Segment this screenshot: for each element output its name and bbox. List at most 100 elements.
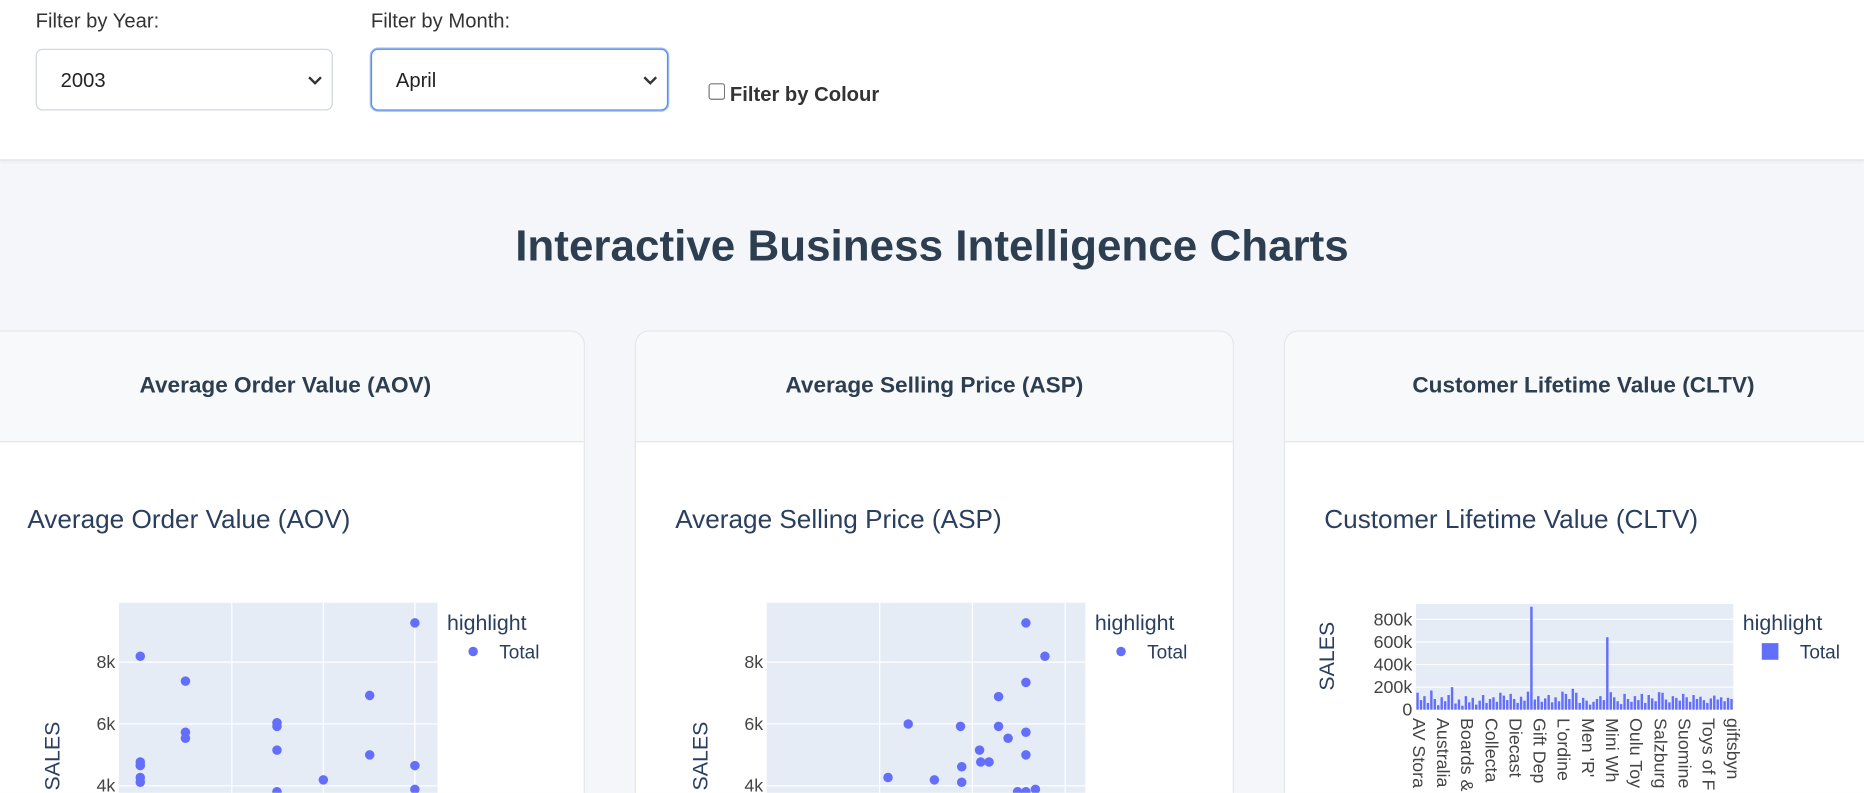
scatter-point	[956, 777, 967, 787]
x-tick-label: Australia	[1433, 718, 1453, 787]
bar	[1509, 693, 1512, 710]
y-tick-label: 8k	[96, 652, 115, 672]
bar	[1723, 701, 1726, 710]
legend-title: highlight	[1095, 611, 1175, 635]
chevron	[643, 76, 658, 85]
bar	[1550, 702, 1554, 710]
y-tick-label: 400k	[1374, 654, 1413, 674]
bar	[1475, 704, 1478, 710]
chevron	[308, 76, 322, 85]
x-tick-label: Mini Wh	[1602, 718, 1622, 782]
legend-entry: Total	[1800, 643, 1840, 664]
x-tick-label: Gift Dep	[1530, 718, 1550, 783]
bar	[1568, 698, 1571, 710]
scatter-point	[1012, 786, 1023, 793]
chart-card: Customer Lifetime Value (CLTV)	[1283, 330, 1864, 793]
bar	[1626, 698, 1630, 710]
scatter-point	[1021, 677, 1031, 688]
scatter-point	[364, 690, 375, 701]
scatter-point	[1030, 784, 1041, 793]
bar	[1630, 701, 1633, 710]
bar	[1519, 696, 1523, 710]
bar	[1606, 637, 1609, 710]
card-header: Average Order Value (AOV)	[0, 331, 584, 443]
bar	[1416, 692, 1419, 710]
bar	[1554, 697, 1557, 710]
bar	[1581, 697, 1585, 710]
bar	[1506, 700, 1509, 710]
bar	[1443, 701, 1447, 710]
bar	[1661, 692, 1664, 710]
x-tick-label: Oulu Toy	[1626, 718, 1646, 788]
plot-area	[1415, 603, 1734, 710]
bar	[1695, 698, 1699, 710]
bar	[1564, 693, 1568, 710]
legend-marker	[1116, 646, 1126, 657]
bar	[1540, 701, 1543, 710]
bar	[1478, 700, 1481, 710]
bar	[1657, 692, 1661, 710]
scatter-point	[410, 618, 420, 628]
bar	[1609, 692, 1612, 710]
bar	[1495, 701, 1499, 710]
chart-title: Average Selling Price (ASP)	[675, 504, 1001, 534]
bar	[1650, 698, 1654, 710]
y-tick-label: 0	[1402, 700, 1412, 720]
bar	[1699, 696, 1702, 710]
scatter-point	[318, 775, 329, 785]
bar	[1668, 702, 1671, 710]
scatter-point	[975, 757, 986, 767]
bar	[1640, 693, 1644, 710]
bar	[1423, 696, 1426, 710]
page-heading: Interactive Business Intelligence Charts	[515, 221, 1349, 270]
x-tick-label: Collecta	[1481, 718, 1501, 782]
select-value: April	[395, 68, 437, 92]
bar	[1664, 699, 1668, 710]
bar	[1678, 700, 1681, 710]
bar	[1530, 606, 1533, 710]
x-tick-label: Diecast	[1505, 718, 1525, 777]
colour-filter[interactable]: Filter by Colour	[708, 83, 879, 107]
bar	[1526, 691, 1530, 710]
bar	[1485, 702, 1488, 710]
scatter-point	[364, 750, 375, 760]
scatter-point	[993, 721, 1004, 732]
y-tick-label: 600k	[1374, 632, 1413, 652]
month-select[interactable]: April	[370, 48, 669, 111]
y-tick-label: 6k	[96, 714, 115, 734]
bar	[1706, 702, 1709, 710]
legend-title: highlight	[1743, 611, 1823, 635]
scatter-point	[955, 721, 966, 732]
plot-area	[118, 602, 438, 793]
bar	[1726, 697, 1730, 710]
bar	[1602, 700, 1606, 710]
bar	[1644, 702, 1647, 710]
x-tick-label: Salzburg	[1650, 718, 1670, 788]
chart-title: Average Order Value (AOV)	[27, 504, 350, 534]
bar	[1457, 699, 1461, 710]
bar	[1575, 692, 1578, 710]
y-tick-label: 4k	[96, 776, 115, 793]
bar	[1716, 699, 1719, 710]
scatter-point	[929, 775, 940, 785]
legend-entry: Total	[1147, 643, 1187, 664]
bar	[1468, 702, 1471, 710]
scatter-point	[1021, 618, 1031, 628]
scatter-point	[993, 691, 1004, 702]
bar	[1464, 696, 1468, 710]
bar	[1633, 696, 1637, 710]
scatter-point	[272, 786, 282, 793]
bar	[1709, 698, 1713, 710]
year-select[interactable]: 2003	[35, 48, 333, 111]
scatter-point	[272, 745, 282, 755]
legend-marker	[468, 646, 478, 657]
y-tick-label: 8k	[744, 652, 763, 672]
scatter-point	[984, 757, 994, 767]
bar	[1730, 698, 1733, 710]
bar	[1713, 695, 1716, 710]
checkbox[interactable]	[708, 83, 726, 100]
legend-marker	[1761, 643, 1779, 660]
